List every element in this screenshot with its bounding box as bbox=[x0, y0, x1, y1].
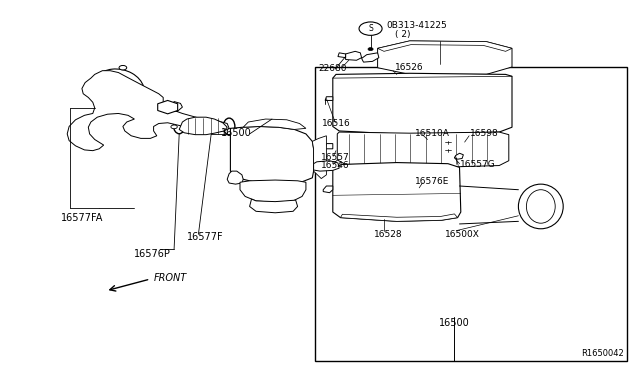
Polygon shape bbox=[179, 117, 227, 135]
Text: 16598: 16598 bbox=[470, 129, 499, 138]
Polygon shape bbox=[362, 53, 379, 62]
Text: 0B313-41225: 0B313-41225 bbox=[386, 21, 447, 30]
Text: 16528: 16528 bbox=[374, 230, 403, 239]
Polygon shape bbox=[346, 51, 362, 60]
Text: S: S bbox=[368, 24, 373, 33]
Text: 16500X: 16500X bbox=[445, 230, 479, 239]
Polygon shape bbox=[337, 132, 509, 168]
Ellipse shape bbox=[92, 69, 145, 110]
Text: 16500: 16500 bbox=[221, 128, 252, 138]
Polygon shape bbox=[240, 180, 306, 202]
Text: 16546: 16546 bbox=[321, 161, 350, 170]
Circle shape bbox=[171, 125, 177, 129]
Ellipse shape bbox=[173, 117, 185, 134]
Ellipse shape bbox=[526, 190, 555, 223]
Text: 16576E: 16576E bbox=[415, 177, 449, 186]
Text: 16557G: 16557G bbox=[460, 160, 495, 169]
Text: 16577FA: 16577FA bbox=[61, 213, 103, 222]
Text: ( 2): ( 2) bbox=[395, 30, 410, 39]
Circle shape bbox=[443, 147, 453, 153]
Text: R1650042: R1650042 bbox=[581, 349, 624, 358]
Ellipse shape bbox=[223, 118, 235, 135]
Polygon shape bbox=[312, 136, 326, 179]
Polygon shape bbox=[230, 126, 314, 184]
Polygon shape bbox=[454, 153, 463, 159]
Text: 16557: 16557 bbox=[321, 153, 350, 162]
Polygon shape bbox=[227, 171, 243, 184]
Polygon shape bbox=[243, 119, 306, 129]
Bar bbox=[315, 67, 627, 361]
Polygon shape bbox=[378, 41, 512, 74]
Circle shape bbox=[359, 22, 382, 35]
Text: 16576P: 16576P bbox=[134, 249, 172, 259]
Polygon shape bbox=[333, 73, 512, 135]
Text: 22680: 22680 bbox=[319, 64, 348, 73]
Polygon shape bbox=[67, 71, 229, 151]
Polygon shape bbox=[325, 144, 333, 149]
Polygon shape bbox=[378, 41, 512, 51]
Text: 16577F: 16577F bbox=[187, 232, 223, 242]
Text: 16510A: 16510A bbox=[415, 129, 449, 138]
Text: FRONT: FRONT bbox=[154, 273, 187, 283]
Text: 16500: 16500 bbox=[439, 318, 470, 328]
Ellipse shape bbox=[100, 75, 136, 105]
Polygon shape bbox=[157, 100, 178, 114]
Text: 16516: 16516 bbox=[322, 119, 351, 128]
Polygon shape bbox=[333, 163, 461, 221]
Polygon shape bbox=[340, 214, 458, 221]
Text: 16526: 16526 bbox=[395, 63, 424, 72]
Circle shape bbox=[368, 48, 373, 51]
Polygon shape bbox=[338, 53, 346, 58]
Circle shape bbox=[221, 126, 227, 130]
Polygon shape bbox=[325, 97, 333, 100]
Polygon shape bbox=[250, 199, 298, 213]
Circle shape bbox=[443, 139, 453, 145]
Polygon shape bbox=[314, 161, 339, 171]
Ellipse shape bbox=[518, 184, 563, 229]
Polygon shape bbox=[323, 186, 333, 193]
Circle shape bbox=[119, 65, 127, 70]
